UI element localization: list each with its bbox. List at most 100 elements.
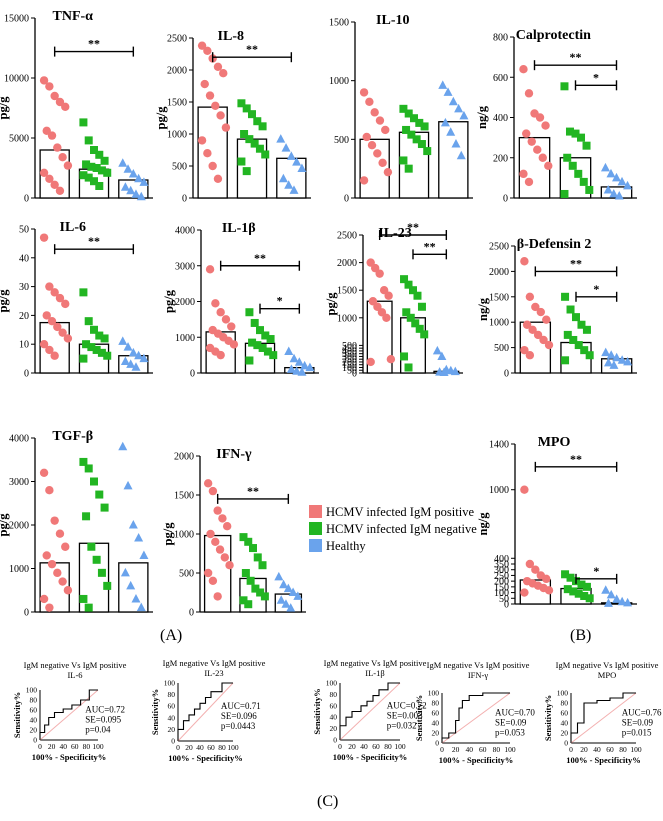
y-tick-label: 40 bbox=[19, 253, 29, 264]
data-point-neg bbox=[420, 122, 429, 131]
data-point-pos bbox=[213, 506, 222, 515]
data-point-healthy bbox=[606, 168, 616, 178]
y-tick-label: 0 bbox=[352, 369, 357, 380]
data-point-pos bbox=[218, 514, 227, 523]
sig-label: * bbox=[593, 282, 599, 296]
roc-reference-line bbox=[339, 682, 401, 741]
data-point-neg bbox=[577, 133, 586, 142]
y-tick-label: 20 bbox=[19, 311, 29, 322]
data-point-neg bbox=[407, 130, 416, 139]
data-point-healthy bbox=[123, 342, 133, 351]
roc-x-tick-label: 80 bbox=[218, 743, 226, 752]
roc-y-tick-label: 20 bbox=[330, 724, 338, 733]
roc-title: IgM negative Vs IgM positive bbox=[427, 660, 530, 670]
data-point-neg bbox=[571, 129, 580, 138]
data-point-pos bbox=[50, 180, 59, 189]
data-point-neg bbox=[574, 341, 583, 350]
y-axis-label: ng/g bbox=[475, 105, 489, 129]
roc-x-tick-label: 100 bbox=[92, 742, 104, 751]
data-point-healthy bbox=[123, 164, 133, 173]
data-point-healthy bbox=[128, 347, 138, 357]
y-tick-label: 100 bbox=[494, 588, 509, 599]
roc-x-tick-label: 40 bbox=[59, 742, 67, 751]
data-point-pos bbox=[227, 322, 236, 331]
data-point-neg bbox=[399, 156, 408, 165]
data-point-pos bbox=[520, 345, 529, 355]
data-point-pos bbox=[525, 351, 535, 360]
roc-x-tick-label: 80 bbox=[83, 742, 91, 751]
y-tick-label: 2000 bbox=[175, 297, 195, 308]
data-point-neg bbox=[580, 592, 589, 600]
scatter-bar-chart: 0 500 1000 1500 2000 2500 **IL-8 pg/g bbox=[154, 29, 311, 205]
roc-title: IgM negative Vs IgM positive bbox=[24, 660, 127, 670]
panel-label-c: (C) bbox=[317, 793, 338, 810]
data-point-pos bbox=[525, 559, 535, 569]
data-point-pos bbox=[39, 594, 49, 604]
data-point-pos bbox=[367, 141, 377, 150]
y-tick-label: 300 bbox=[342, 352, 357, 363]
charts-layer: 050001000015000**TNF-αpg/g05001000150020… bbox=[0, 9, 662, 765]
data-point-pos bbox=[205, 265, 215, 274]
data-point-pos bbox=[359, 88, 369, 97]
data-point-pos bbox=[47, 131, 57, 140]
data-point-neg bbox=[87, 542, 96, 551]
data-point-pos bbox=[221, 315, 231, 324]
roc-x-tick-label: 60 bbox=[479, 745, 487, 754]
data-point-healthy bbox=[284, 180, 294, 189]
y-tick-label: 500 bbox=[342, 341, 357, 352]
data-point-pos bbox=[378, 158, 387, 167]
data-point-healthy bbox=[131, 593, 141, 603]
y-tick-label: 1000 bbox=[167, 130, 187, 141]
scatter-bar-chart: 0 500 1000 1500 IL-10 bbox=[329, 13, 473, 205]
data-point-pos bbox=[42, 311, 51, 320]
scatter-bar-chart: 0 1000 2000 3000 4000 TGF-β pg/g bbox=[0, 429, 153, 619]
data-point-pos bbox=[542, 315, 551, 324]
data-point-neg bbox=[79, 171, 88, 180]
data-point-healthy bbox=[603, 357, 613, 367]
data-point-pos bbox=[544, 161, 553, 170]
data-point-healthy bbox=[139, 353, 149, 363]
data-point-pos bbox=[384, 291, 393, 300]
roc-p: p=0.032 bbox=[387, 721, 417, 731]
data-point-neg bbox=[585, 594, 594, 603]
data-point-pos bbox=[520, 588, 529, 597]
data-point-pos bbox=[208, 161, 217, 171]
sig-label: * bbox=[277, 294, 283, 308]
y-tick-label: 0 bbox=[190, 369, 195, 380]
data-point-neg bbox=[260, 592, 269, 601]
data-point-pos bbox=[533, 330, 543, 340]
data-point-neg bbox=[100, 503, 109, 512]
roc-curve bbox=[441, 692, 510, 743]
data-point-healthy bbox=[286, 364, 296, 373]
data-point-healthy bbox=[118, 158, 128, 167]
roc-y-tick-label: 0 bbox=[171, 737, 175, 746]
data-point-pos bbox=[61, 299, 70, 309]
roc-x-tick-label: 40 bbox=[465, 745, 473, 754]
data-point-pos bbox=[45, 82, 54, 91]
y-tick-label: 400 bbox=[493, 113, 508, 124]
chart-title: IFN-γ bbox=[216, 447, 252, 462]
data-point-healthy bbox=[281, 599, 291, 608]
data-point-neg bbox=[246, 576, 255, 585]
data-point-healthy bbox=[601, 347, 611, 357]
roc-y-tick-label: 40 bbox=[30, 716, 38, 725]
data-point-neg bbox=[90, 177, 98, 186]
roc-y-label: Sensitivity% bbox=[543, 695, 553, 741]
data-point-pos bbox=[55, 186, 65, 195]
data-point-neg bbox=[560, 189, 569, 198]
data-point-pos bbox=[544, 340, 554, 350]
y-tick-label: 250 bbox=[494, 571, 509, 582]
roc-x-label: 100% - Specificity% bbox=[333, 752, 408, 762]
data-point-healthy bbox=[293, 591, 303, 600]
roc-x-label: 100% - Specificity% bbox=[32, 752, 107, 762]
roc-p: p=0.015 bbox=[622, 728, 652, 738]
data-point-neg bbox=[582, 582, 591, 591]
data-point-healthy bbox=[617, 176, 627, 186]
roc-x-tick-label: 0 bbox=[38, 742, 42, 751]
data-point-pos bbox=[216, 308, 225, 317]
roc-x-tick-label: 40 bbox=[593, 745, 601, 754]
data-point-neg bbox=[103, 168, 112, 177]
data-point-pos bbox=[542, 574, 551, 584]
